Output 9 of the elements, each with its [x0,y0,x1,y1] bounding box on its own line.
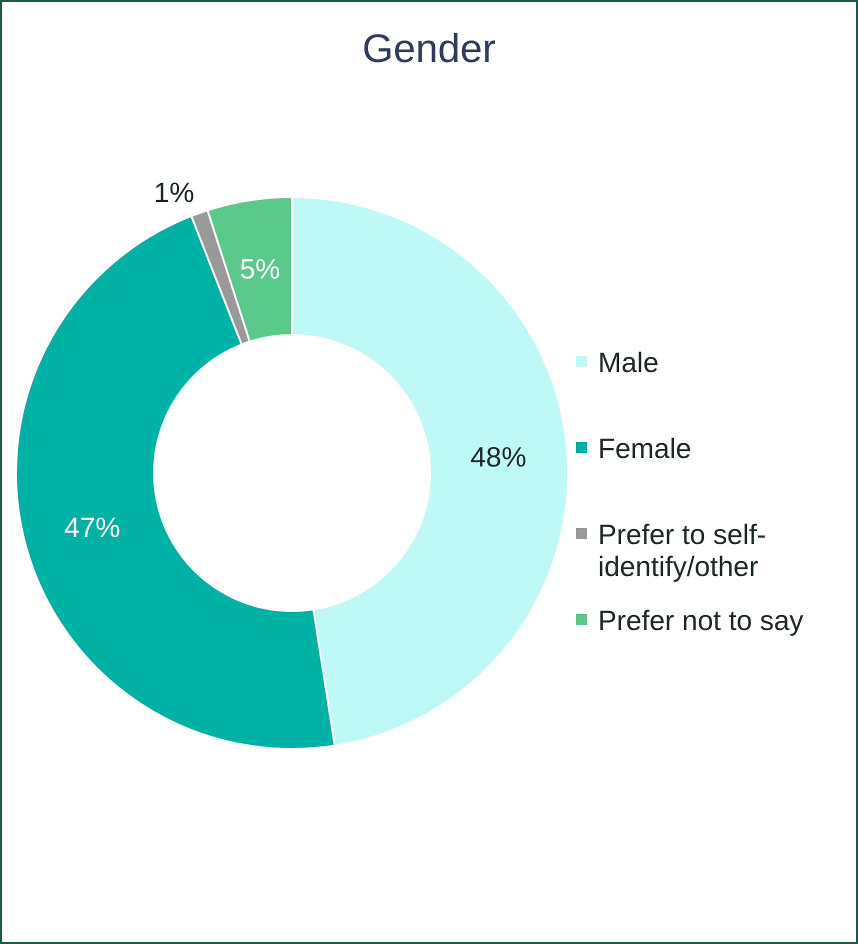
legend-label: Prefer not to say [598,604,804,636]
legend-label: Female [598,432,692,464]
legend-label: Male [598,346,659,378]
data-label: 48% [470,442,526,473]
legend-label: Prefer to self-identify/other [598,518,766,582]
chart-title: Gender [362,27,496,71]
data-label: 5% [240,253,280,284]
data-label: 47% [64,512,120,543]
data-label: 1% [154,177,194,208]
